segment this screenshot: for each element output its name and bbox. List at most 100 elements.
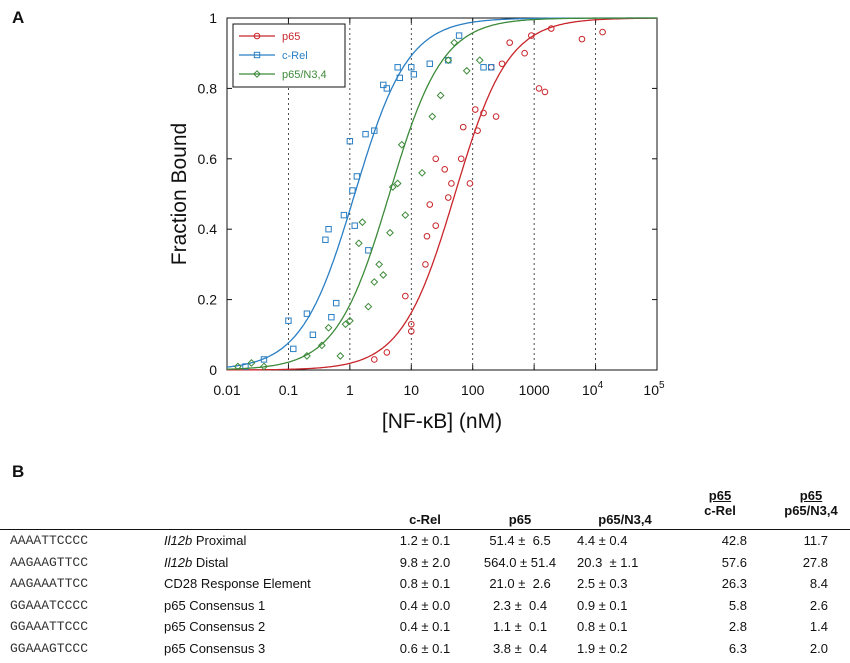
data-point-c-rel [396,74,403,82]
data-point-c-rel [242,363,249,370]
data-point-c-rel [408,64,415,71]
site-name: Il12b Proximal [164,533,246,548]
ratio-p65-p65n34: 27.8 [802,554,828,570]
y-axis-title: Fraction Bound [168,123,191,265]
data-point-c-rel [455,32,463,39]
kd-p65n34: 0.9 ± 0.1 [577,597,628,613]
data-point-p65-n3-4 [401,211,410,220]
kd-p65: 21.0 ± 2.6 [489,576,551,591]
data-point-c-rel [322,236,329,243]
header-ratio-p65-crel: p65 c-Rel [690,488,750,518]
header-p65: p65 [508,512,532,527]
data-point-p65-n3-4 [386,228,394,237]
kd-crel: 1.2 ± 0.1 [399,533,451,548]
data-point-c-rel [325,226,332,233]
data-point-p65-n3-4 [260,362,268,371]
sequence: AAAATTCCCC [10,533,89,548]
data-point-p65 [599,28,606,36]
data-point-p65-n3-4 [418,168,427,177]
site-label: p65 Consensus 3 [164,640,266,656]
data-point-p65-n3-4 [388,183,397,191]
data-point-p65-n3-4 [475,56,484,65]
kd-p65: 51.4 ± 6.5 [489,533,551,548]
data-point-p65 [498,60,506,68]
data-point-p65 [422,261,429,268]
site-name: Il12b Distal [164,555,228,570]
data-point-p65-n3-4 [324,323,333,332]
kd-p65n34: 20.3 ± 1.1 [577,554,639,570]
ratio-denominator: p65/N3,4 [784,503,838,518]
legend-label: p65/N3,4 [282,69,327,81]
kd-crel: 0.6 ± 0.1 [399,640,451,656]
data-point-c-rel [328,314,335,321]
x-tick-label: 104 [582,380,604,398]
ratio-p65-p65n34: 11.7 [803,533,828,548]
ratio-numerator: p65 [799,488,823,503]
ratio-p65-p65n34: 8.4 [809,576,828,591]
kd-crel: 0.4 ± 0.0 [399,597,451,613]
ratio-p65-crel: 57.6 [721,554,747,570]
data-point-p65-n3-4 [345,316,354,325]
site-label: p65 Consensus 2 [164,619,266,634]
site-name: p65 Consensus 3 [164,641,265,656]
data-point-p65 [402,292,409,300]
data-point-c-rel [488,64,495,71]
fit-curve-p65-n3-4 [227,17,657,370]
site-label: CD28 Response Element [164,576,311,591]
data-point-c-rel [383,85,391,92]
y-tick-label: 0.6 [198,151,218,167]
kd-p65: 1.1 ± 0.1 [492,619,548,634]
ratio-p65-crel: 42.8 [721,533,747,548]
data-point-c-rel [290,345,297,353]
data-point-p65 [432,155,440,163]
data-point-p65 [383,349,391,356]
data-point-p65 [471,106,479,113]
ratio-p65-crel: 26.3 [721,576,747,591]
data-point-p65 [541,88,549,96]
header-rule [0,529,850,530]
kd-p65n34: 4.4 ± 0.4 [577,533,628,548]
data-point-p65 [480,109,487,117]
binding-curve-chart: 0.01 0.1 1 10 100 1000 104 105 0 0.2 0.4 0.6 0.8 1 [NF… [168,10,665,433]
table-row: AAAATTCCCC Il12b Proximal 1.2 ± 0.1 51.4 ± … [0,531,850,552]
fit-curve-p65 [227,17,657,371]
data-point-c-rel [346,138,354,145]
gene-name: Il12b [164,554,193,570]
kd-p65: 2.3 ± 0.4 [492,597,548,613]
data-point-p65-n3-4 [397,140,406,149]
data-point-p65 [441,166,449,173]
panel-b-label: B [12,462,25,481]
legend-label: c-Rel [282,50,308,62]
table-row: GGAAATCCCC p65 Consensus 1 0.4 ± 0.0 2.3 ± … [0,596,850,617]
x-tick-exponent: 5 [659,380,665,391]
data-point-c-rel [285,317,292,324]
data-point-c-rel [380,81,387,89]
data-point-p65-n3-4 [462,66,471,75]
data-point-p65 [535,85,543,92]
data-point-p65 [426,201,434,208]
data-point-p65 [528,32,535,39]
data-point-c-rel [333,299,340,307]
x-axis-title: [NF-κB] (nM) [382,410,502,433]
x-tick-label: 1 [346,382,354,398]
data-point-p65-n3-4 [233,362,242,371]
data-point-p65 [444,194,452,201]
data-point-c-rel [480,64,487,71]
plot-frame [226,17,658,371]
data-point-c-rel [349,187,356,194]
ratio-p65-p65n34: 2.6 [809,597,828,613]
kd-p65: 3.8 ± 0.4 [492,640,548,656]
ratio-numerator: p65 [708,488,732,503]
kd-table: c-Rel p65 p65/N3,4 p65 c-Rel p65 p65/N3,… [0,482,850,663]
kd-p65n34: 2.5 ± 0.3 [577,576,628,591]
ratio-denominator: c-Rel [704,503,736,518]
site-label: Proximal [192,533,247,548]
data-point-p65-n3-4 [370,278,379,286]
ratio-p65-crel: 5.8 [728,597,747,613]
data-point-p65 [459,123,467,131]
data-point-c-rel [303,310,311,317]
data-point-p65 [448,180,455,187]
data-point-p65-n3-4 [428,112,437,121]
data-point-p65-n3-4 [317,341,326,350]
x-tick-label: 100 [461,382,485,398]
